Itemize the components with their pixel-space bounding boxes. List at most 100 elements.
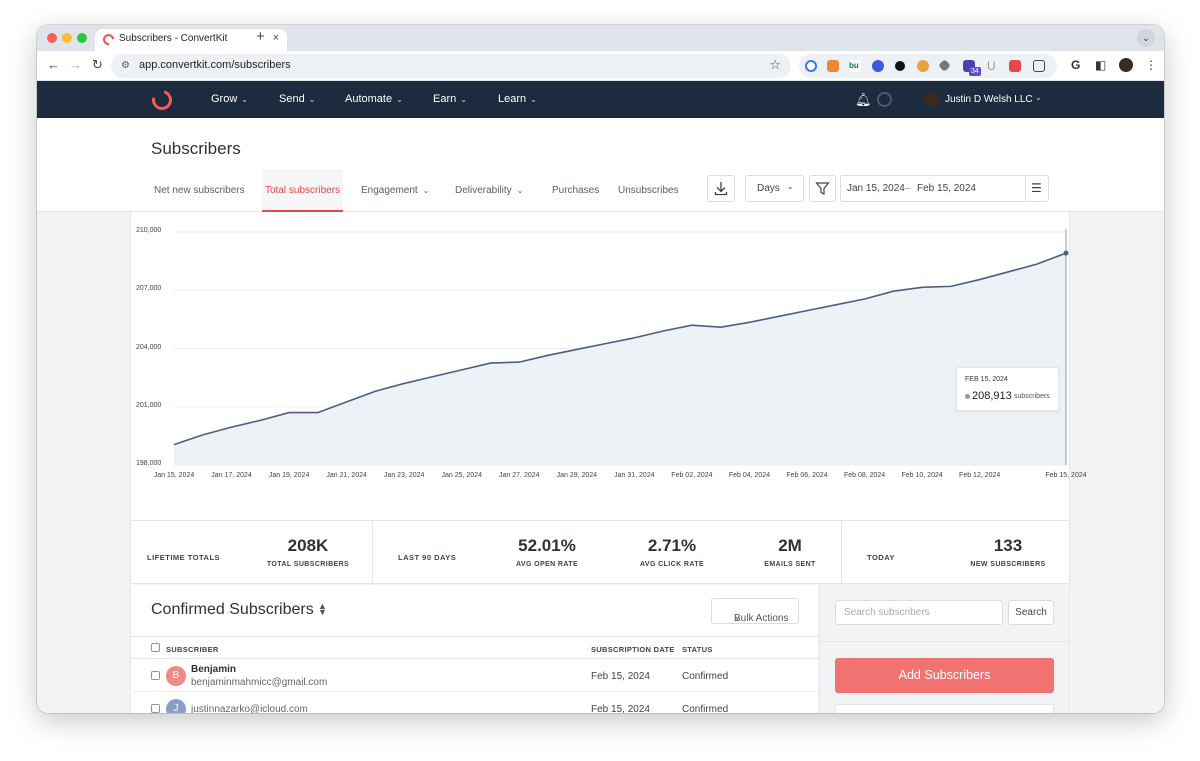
row-checkbox[interactable] — [151, 671, 160, 680]
menu-lines-icon[interactable]: ☰ — [1031, 181, 1042, 195]
avatar: B — [166, 666, 186, 686]
y-tick-label: 204,000 — [136, 343, 162, 351]
date-separator: – — [905, 183, 911, 194]
browser-tab[interactable]: Subscribers - ConvertKit × — [95, 29, 287, 51]
chevron-down-icon: ⌄ — [787, 182, 794, 191]
active-tab-indicator — [262, 169, 343, 212]
bulk-actions-button[interactable]: Bulk Actions ⌄ — [711, 598, 799, 624]
lifetime-totals-label: LIFETIME TOTALS — [147, 553, 221, 562]
date-to[interactable]: Feb 15, 2024 — [917, 183, 976, 194]
profile-avatar[interactable] — [1119, 58, 1133, 72]
nav-item-send[interactable]: Send ⌄ — [279, 93, 315, 105]
tab-deliverability[interactable]: Deliverability ⌄ — [455, 185, 523, 196]
address-bar[interactable]: ⚙ app.convertkit.com/subscribers ☆ — [111, 54, 791, 78]
chart-tooltip: FEB 15, 2024 208,913 subscribers — [956, 367, 1059, 411]
y-tick-label: 207,000 — [136, 285, 162, 293]
total-subscribers-label: TOTAL SUBSCRIBERS — [266, 561, 350, 568]
emails-sent-value: 2M — [778, 536, 802, 555]
row-checkbox[interactable] — [151, 704, 160, 713]
nav-item-automate[interactable]: Automate ⌄ — [345, 93, 403, 105]
chevron-down-icon: ⌄ — [516, 186, 524, 195]
new-tab-button[interactable]: + — [256, 28, 265, 45]
add-subscribers-button[interactable]: Add Subscribers — [835, 658, 1054, 693]
extension-moon-icon[interactable] — [917, 60, 929, 72]
extension-green-icon[interactable]: bu — [849, 60, 861, 72]
google-icon[interactable]: G — [1071, 58, 1081, 72]
tab-unsubscribes[interactable]: Unsubscribes — [618, 185, 679, 196]
extension-orange-icon[interactable] — [827, 60, 839, 72]
avg-open-rate-value: 52.01% — [518, 536, 576, 555]
last-90-days-label: LAST 90 DAYS — [398, 553, 457, 562]
reload-icon[interactable]: ↻ — [92, 57, 103, 72]
x-tick-label: Jan 21, 2024 — [326, 472, 367, 479]
y-tick-label: 210,000 — [136, 227, 162, 234]
x-tick-label: Jan 15, 2024 — [153, 472, 195, 479]
account-name[interactable]: Justin D Welsh LLC — [945, 94, 1033, 105]
tab-total-subscribers[interactable]: Total subscribers — [265, 185, 341, 196]
select-all-checkbox[interactable] — [151, 643, 160, 652]
subscriber-name[interactable]: Benjamin — [191, 664, 237, 675]
extension-blue-circle-icon[interactable] — [805, 60, 817, 72]
subscription-date: Feb 15, 2024 — [591, 671, 650, 682]
convertkit-logo[interactable] — [148, 86, 176, 114]
download-button[interactable] — [707, 175, 735, 202]
convertkit-favicon-icon — [100, 31, 117, 48]
extension-u-icon[interactable]: U — [987, 59, 996, 73]
tab-close-icon[interactable]: × — [272, 32, 279, 44]
x-tick-label: Feb 10, 2024 — [901, 472, 943, 479]
table-row[interactable]: J justinnazarko@icloud.com Feb 15, 2024 … — [131, 692, 819, 713]
forward-arrow-icon[interactable]: → — [69, 57, 82, 72]
x-tick-label: Feb 04, 2024 — [728, 472, 771, 479]
column-subscriber[interactable]: SUBSCRIBER — [166, 645, 219, 654]
date-from[interactable]: Jan 15, 2024 — [847, 183, 905, 194]
interval-select[interactable]: Days ⌄ — [745, 175, 804, 202]
side-card — [835, 704, 1054, 713]
total-subscribers-value: 208K — [287, 536, 329, 555]
extension-gear-icon[interactable] — [872, 60, 884, 72]
minimize-window-button[interactable] — [62, 33, 72, 43]
bookmark-star-icon[interactable]: ☆ — [769, 57, 781, 72]
date-range-picker[interactable]: Jan 15, 2024 – Feb 15, 2024 ☰ — [840, 175, 1049, 202]
search-subscribers-input[interactable] — [835, 600, 1003, 625]
search-button[interactable]: Search — [1008, 600, 1054, 625]
tooltip-unit: subscribers — [1014, 393, 1050, 400]
list-title[interactable]: Confirmed Subscribers — [151, 601, 314, 618]
column-status[interactable]: STATUS — [682, 645, 713, 654]
x-tick-label: Feb 02, 2024 — [671, 472, 713, 479]
tab-engagement[interactable]: Engagement ⌄ — [361, 185, 429, 196]
close-window-button[interactable] — [47, 33, 57, 43]
site-info-icon[interactable]: ⚙ — [121, 60, 130, 71]
notification-bell-icon[interactable]: 🔔︎ — [855, 92, 872, 107]
browser-tab-strip: Subscribers - ConvertKit × + ⌄ — [37, 25, 1164, 51]
table-row[interactable]: B Benjamin benjaminmahmicc@gmail.com Feb… — [131, 659, 819, 692]
tab-purchases[interactable]: Purchases — [552, 185, 600, 196]
subscriber-email[interactable]: justinnazarko@icloud.com — [191, 704, 308, 713]
stats-row: LIFETIME TOTALS 208K TOTAL SUBSCRIBERS L… — [130, 520, 1070, 585]
nav-item-learn[interactable]: Learn ⌄ — [498, 93, 537, 105]
side-panel-icon[interactable]: ◧ — [1095, 58, 1107, 72]
avatar: J — [166, 699, 186, 713]
tab-search-chevron-icon[interactable]: ⌄ — [1137, 29, 1155, 47]
extension-red-icon[interactable] — [1009, 60, 1021, 72]
sort-toggle-icon[interactable]: ▲ ▼ — [318, 601, 327, 617]
back-arrow-icon[interactable]: ← — [47, 57, 60, 72]
filter-button[interactable] — [809, 175, 836, 202]
url-text[interactable]: app.convertkit.com/subscribers — [139, 59, 291, 71]
extensions-puzzle-icon[interactable] — [1033, 60, 1045, 72]
chevron-down-icon: ⌄ — [308, 95, 316, 104]
maximize-window-button[interactable] — [77, 33, 87, 43]
subscriber-email[interactable]: benjaminmahmicc@gmail.com — [191, 677, 328, 688]
nav-item-earn[interactable]: Earn ⌄ — [433, 93, 467, 105]
x-tick-label: Feb 08, 2024 — [843, 472, 886, 479]
browser-menu-icon[interactable]: ⋮ — [1145, 58, 1157, 72]
chevron-down-icon[interactable]: ⌄ — [1035, 93, 1042, 102]
subscribers-table-panel: Confirmed Subscribers ▲ ▼ Bulk Actions ⌄ … — [130, 585, 819, 713]
column-subscription-date[interactable]: SUBSCRIPTION DATE — [591, 645, 675, 654]
tab-net-new-subscribers[interactable]: Net new subscribers — [154, 185, 245, 196]
extension-black-dot-icon[interactable] — [895, 61, 905, 71]
extension-badge: 34 — [969, 67, 981, 76]
account-avatar[interactable] — [924, 91, 940, 107]
nav-item-grow[interactable]: Grow ⌄ — [211, 93, 248, 105]
divider — [372, 521, 373, 585]
extension-tag-icon[interactable] — [938, 59, 951, 72]
